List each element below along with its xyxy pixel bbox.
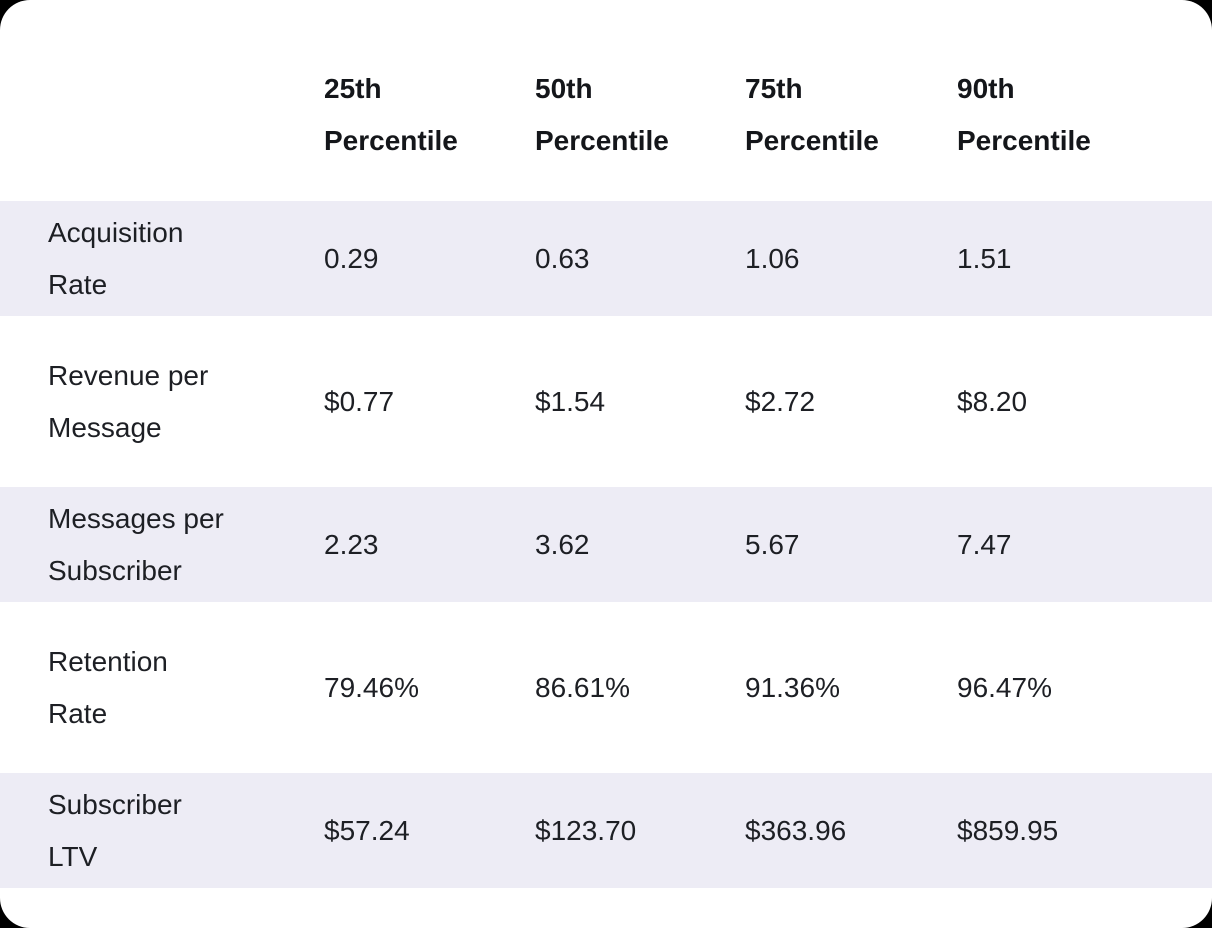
value-cell: 3.62: [535, 487, 745, 602]
row-label: Subscriber LTV: [0, 773, 324, 888]
value-cell: 86.61%: [535, 671, 630, 703]
col-header-line: Percentile: [324, 125, 458, 156]
value-cell: 1.51: [957, 201, 1212, 316]
col-header-line: Percentile: [745, 125, 879, 156]
value-cell: $57.24: [324, 773, 535, 888]
value-cell: $859.95: [957, 773, 1212, 888]
row-acquisition-rate: Acquisition Rate 0.29 0.63 1.06 1.51: [0, 201, 1212, 316]
row-label-line: Message: [48, 411, 162, 443]
col-header-line: 25th: [324, 73, 382, 104]
col-header-90th-percentile: 90th Percentile: [957, 28, 1212, 173]
col-header-line: 50th: [535, 73, 593, 104]
value-cell: 96.47%: [957, 671, 1052, 703]
value-cell: $363.96: [745, 773, 957, 888]
row-label: Acquisition Rate: [0, 201, 324, 316]
row-label: Retention Rate: [0, 630, 324, 745]
row-revenue-per-message: Revenue per Message $0.77 $1.54 $2.72 $8…: [0, 344, 1212, 459]
value-cell: 2.23: [324, 487, 535, 602]
value-cell: 91.36%: [745, 671, 840, 703]
col-header-line: 90th: [957, 73, 1015, 104]
row-label-line: Retention: [48, 645, 168, 677]
value-cell: $1.54: [535, 385, 606, 417]
row-label-line: Revenue per: [48, 359, 209, 391]
row-label: Revenue per Message: [0, 344, 324, 459]
row-label-line: Acquisition: [48, 216, 184, 248]
row-label-line: Rate: [48, 697, 108, 729]
row-label-line: Subscriber: [48, 788, 182, 820]
value-cell: 5.67: [745, 487, 957, 602]
col-header-line: Percentile: [535, 125, 669, 156]
value-cell: 79.46%: [324, 671, 419, 703]
row-retention-rate: Retention Rate 79.46% 86.61% 91.36% 96.4…: [0, 630, 1212, 745]
value-cell: $2.72: [745, 385, 816, 417]
corner-cell: [0, 28, 324, 173]
value-cell: $0.77: [324, 385, 395, 417]
value-cell: $8.20: [957, 385, 1028, 417]
value-cell: $123.70: [535, 773, 745, 888]
row-label-line: LTV: [48, 840, 98, 872]
row-label-line: Subscriber: [48, 554, 182, 586]
col-header-50th-percentile: 50th Percentile: [535, 28, 745, 173]
value-cell: 0.29: [324, 201, 535, 316]
col-header-75th-percentile: 75th Percentile: [745, 28, 957, 173]
row-label-line: Messages per: [48, 502, 224, 534]
col-header-line: Percentile: [957, 125, 1091, 156]
row-label-line: Rate: [48, 268, 108, 300]
value-cell: 1.06: [745, 201, 957, 316]
value-cell: 0.63: [535, 201, 745, 316]
col-header-25th-percentile: 25th Percentile: [324, 28, 535, 173]
header-row: 25th Percentile 50th Percentile 75th Per…: [0, 28, 1212, 173]
col-header-line: 75th: [745, 73, 803, 104]
row-messages-per-subscriber: Messages per Subscriber 2.23 3.62 5.67 7…: [0, 487, 1212, 602]
row-label: Messages per Subscriber: [0, 487, 324, 602]
row-subscriber-ltv: Subscriber LTV $57.24 $123.70 $363.96 $8…: [0, 773, 1212, 888]
value-cell: 7.47: [957, 487, 1212, 602]
